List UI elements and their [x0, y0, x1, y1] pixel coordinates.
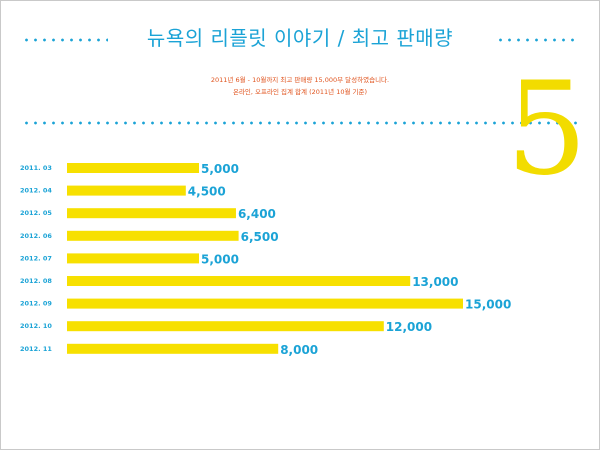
category-label: 2012. 10: [20, 322, 52, 330]
bar: [67, 185, 186, 196]
value-label: 15,000: [465, 298, 511, 312]
category-label: 2012. 05: [20, 209, 52, 217]
bar: [67, 230, 239, 241]
bar: [67, 321, 384, 332]
value-label: 4,500: [188, 185, 226, 199]
category-label: 2012. 06: [20, 232, 52, 240]
value-label: 6,400: [238, 207, 276, 221]
subtitle-line-1: 2011년 6월 - 10월까지 최고 판매량 15,000부 달성하였습니다.: [210, 76, 390, 84]
bar: [67, 163, 199, 173]
page-title: 뉴욕의 리플릿 이야기 / 최고 판매량: [146, 26, 454, 50]
category-label: 2012. 07: [20, 254, 52, 262]
value-label: 8,000: [280, 343, 318, 357]
dotted-divider-top-left: [22, 38, 108, 42]
category-label: 2012. 09: [20, 300, 52, 308]
category-label: 2011. 03: [20, 164, 52, 172]
bar: [67, 276, 411, 286]
big-number: 5: [506, 55, 588, 204]
value-label: 12,000: [386, 320, 432, 334]
category-label: 2012. 04: [20, 187, 52, 195]
value-label: 5,000: [201, 162, 239, 176]
value-label: 5,000: [201, 252, 239, 266]
subtitle-line-2: 온라인, 오프라인 집계 합계 (2011년 10월 기준): [232, 88, 368, 96]
bar: [67, 298, 463, 309]
bar: [67, 343, 279, 354]
value-label: 13,000: [412, 275, 458, 289]
dotted-divider-top-right: [496, 38, 578, 42]
category-label: 2012. 08: [20, 277, 52, 285]
category-label: 2012. 11: [20, 345, 52, 353]
bar: [67, 208, 236, 219]
bar: [67, 253, 199, 264]
dotted-divider-middle: [22, 121, 578, 125]
value-label: 6,500: [241, 230, 279, 244]
